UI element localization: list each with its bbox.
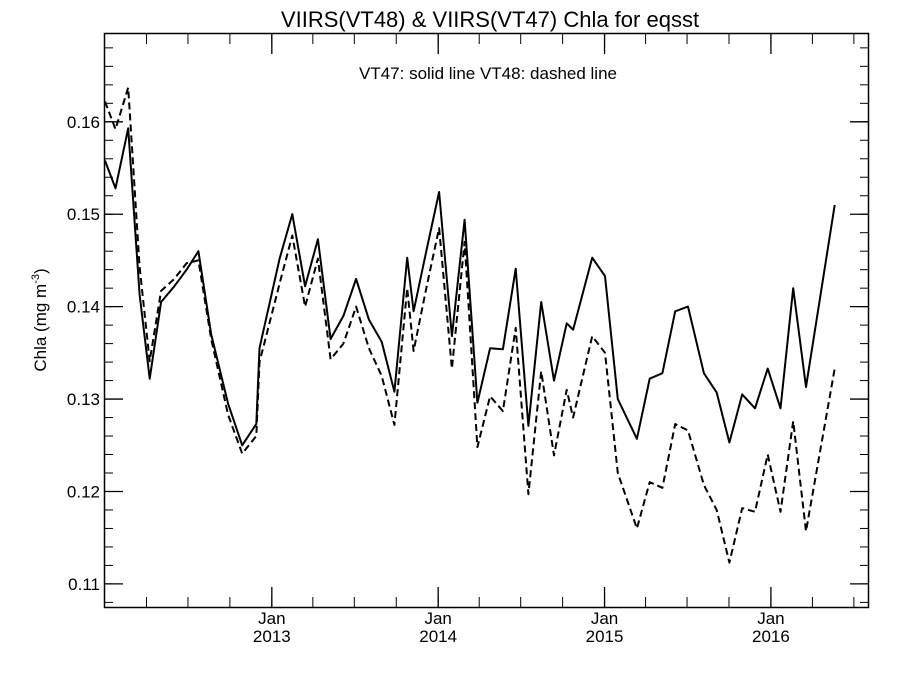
y-tick-label: 0.16 [67, 113, 100, 132]
plot-frame [103, 32, 870, 609]
y-tick-label: 0.14 [67, 298, 100, 317]
y-tick-label: 0.13 [67, 390, 100, 409]
y-axis-label-superscript: -3 [30, 274, 42, 284]
y-axis-label-main: Chla (mg m [31, 284, 50, 372]
series-line-vt48 [104, 86, 836, 564]
chart-title: VIIRS(VT48) & VIIRS(VT47) Chla for eqsst [281, 7, 699, 32]
x-tick-label-year: 2013 [253, 627, 291, 646]
x-tick-label-month: Jan [424, 609, 451, 628]
x-tick-label-month: Jan [591, 609, 618, 628]
y-axis-ticks: 0.11 0.12 0.13 0.14 0.15 0.16 [67, 47, 868, 603]
y-tick-label: 0.11 [68, 575, 100, 594]
y-axis-label-suffix: ) [31, 268, 50, 274]
series-annotation: VT47: solid line VT48: dashed line [359, 64, 617, 83]
x-tick-label-year: 2015 [586, 627, 624, 646]
x-tick-label-month: Jan [757, 609, 784, 628]
y-axis-label: Chla (mg m-3) [30, 268, 50, 371]
x-tick-label-year: 2014 [419, 627, 457, 646]
y-tick-label: 0.15 [67, 205, 100, 224]
series-layer [104, 86, 836, 564]
x-tick-label-year: 2016 [752, 627, 790, 646]
series-line-vt47 [104, 127, 836, 447]
y-tick-label: 0.12 [67, 482, 100, 501]
x-tick-label-month: Jan [258, 609, 285, 628]
